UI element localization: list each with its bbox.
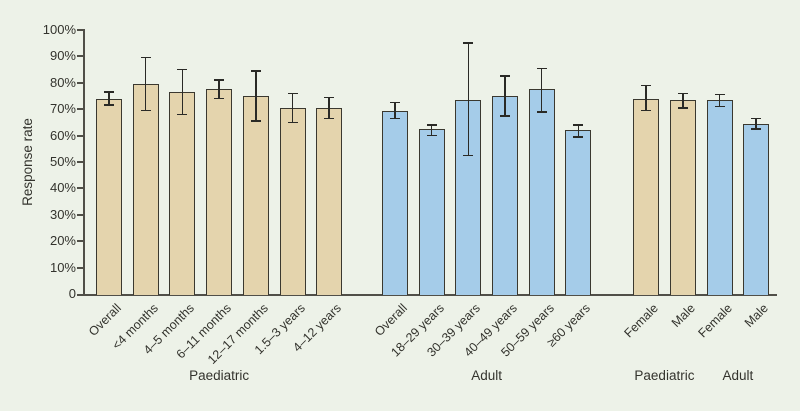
error-bar-cap [677, 92, 688, 95]
bar-Overall [96, 98, 122, 295]
y-tick-label: 10% [49, 259, 76, 275]
y-tick-label: 80% [49, 74, 76, 90]
error-bar-line [218, 80, 220, 99]
error-bar-cap [751, 117, 762, 120]
error-bar-cap [641, 84, 652, 87]
error-bar-cap [677, 107, 688, 109]
error-bar-line [430, 125, 433, 136]
error-bar-line [718, 94, 721, 107]
bar-4–12-years [316, 107, 343, 295]
error-bar-line [255, 70, 257, 122]
error-bar-line [682, 93, 684, 108]
y-tick-label: 50% [49, 154, 76, 169]
y-tick-label: 90% [49, 48, 76, 64]
bar-≥60-years [565, 130, 592, 295]
error-bar-cap [389, 117, 400, 120]
error-bar-line [394, 102, 396, 119]
error-bar-cap [714, 105, 725, 108]
bar-4–5-months [169, 92, 196, 295]
error-bar-cap [641, 109, 652, 112]
error-bar-cap [500, 75, 510, 77]
error-bar-cap [536, 111, 547, 113]
bar-1.5–3-years [279, 107, 306, 295]
error-bar-line [291, 93, 294, 123]
error-bar-cap [751, 128, 762, 130]
y-tick-label: 40% [49, 180, 76, 196]
y-tick-label: 30% [49, 206, 76, 222]
y-tick-mark [77, 81, 83, 84]
bar-50–59-years [528, 89, 555, 295]
error-bar-line [504, 76, 506, 116]
y-tick-label: 100% [42, 22, 76, 37]
bar-Female [706, 99, 733, 295]
y-tick-mark [77, 108, 83, 111]
error-bar-cap [573, 136, 584, 138]
error-bar-cap [463, 154, 474, 157]
y-tick-mark [77, 187, 83, 190]
error-bar-line [540, 68, 543, 112]
bar-Male [669, 99, 696, 295]
group-label-0: Paediatric [189, 368, 250, 383]
group-label-1: Adult [471, 368, 503, 383]
y-tick-label: 70% [49, 101, 76, 117]
error-bar-cap [177, 68, 188, 71]
error-bar-line [577, 125, 580, 137]
error-bar-cap [250, 120, 261, 122]
error-bar-cap [536, 67, 547, 70]
error-bar-cap [214, 97, 225, 100]
error-bar-cap [426, 134, 437, 137]
error-bar-line [755, 118, 757, 129]
bar-Male [743, 123, 770, 295]
group-label-2: Paediatric [634, 368, 695, 383]
error-bar-cap [250, 70, 261, 72]
error-bar-cap [140, 109, 151, 112]
y-tick-mark [77, 29, 83, 31]
y-tick-mark [77, 55, 83, 58]
y-tick-mark [77, 240, 83, 243]
error-bar-cap [324, 96, 335, 99]
bar-Female [633, 98, 660, 295]
error-bar-cap [287, 121, 298, 124]
error-bar-cap [714, 93, 725, 96]
error-bar-cap [389, 101, 400, 104]
error-bar-line [645, 85, 647, 111]
bar-40–49-years [492, 96, 518, 295]
error-bar-cap [287, 92, 298, 95]
y-tick-mark [77, 161, 83, 163]
y-tick-label: 20% [49, 233, 76, 249]
error-bar-cap [500, 115, 510, 117]
error-bar-cap [324, 117, 335, 120]
y-tick-label: 0 [68, 286, 76, 301]
group-label-3: Adult [722, 368, 754, 383]
error-bar-cap [214, 79, 225, 81]
error-bar-cap [573, 124, 584, 126]
error-bar-line [181, 69, 184, 115]
error-bar-line [108, 92, 110, 106]
bar-12–17-months [242, 96, 269, 295]
y-tick-label: 60% [49, 127, 76, 143]
y-tick-mark [77, 134, 83, 137]
error-bar-cap [426, 124, 437, 126]
y-tick-mark [77, 266, 83, 269]
bar-6–11-months [206, 89, 233, 295]
error-bar-cap [463, 42, 474, 44]
error-bar-line [144, 57, 147, 111]
bar-<4-months [132, 84, 159, 295]
error-bar-cap [177, 113, 188, 116]
bar-18–29-years [418, 129, 445, 295]
x-axis-line [77, 294, 777, 296]
bar-Overall [381, 110, 408, 295]
error-bar-cap [104, 104, 114, 106]
y-tick-mark [77, 213, 83, 216]
error-bar-cap [140, 56, 151, 59]
error-bar-line [328, 97, 330, 119]
y-axis-line [83, 29, 85, 296]
error-bar-cap [104, 91, 114, 93]
error-bar-line [467, 43, 470, 156]
